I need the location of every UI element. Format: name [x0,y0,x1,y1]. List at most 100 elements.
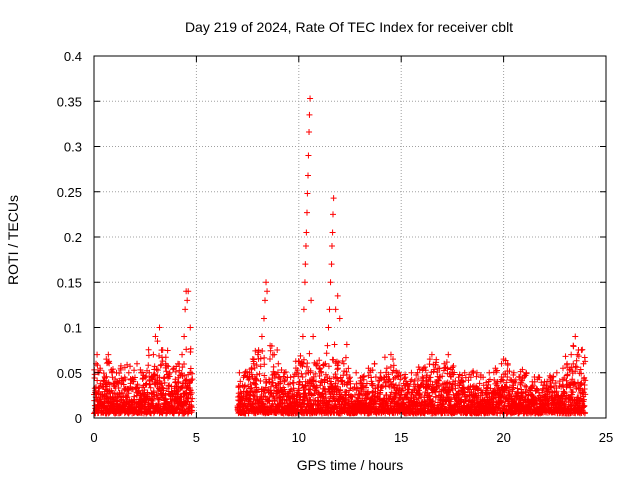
data-point [570,389,577,396]
data-point [424,390,431,397]
data-point [446,380,453,387]
data-point [188,377,195,384]
y-tick-label: 0.1 [64,321,82,336]
data-point [115,384,122,391]
data-point [310,374,317,381]
data-point [164,347,171,354]
data-point [462,374,469,381]
data-point [100,370,107,377]
data-point [509,378,516,385]
data-point [452,385,459,392]
data-point [97,367,104,374]
data-point [582,358,589,365]
data-point [512,379,519,386]
data-point [136,387,143,394]
data-point [369,367,376,374]
data-point [502,357,509,364]
data-point [431,366,438,373]
data-point [335,365,342,372]
data-point [323,350,330,357]
data-point [181,360,188,367]
data-point [433,356,440,363]
data-point [106,381,113,388]
data-point [538,379,545,386]
data-point [397,372,404,379]
data-point [151,371,158,378]
data-point [357,377,364,384]
data-point [175,378,182,385]
data-point [257,355,264,362]
data-point [324,342,331,349]
data-point [559,365,566,372]
data-point [241,382,248,389]
y-axis-label: ROTI / TECUs [5,195,21,285]
data-point [343,341,350,348]
data-point [563,377,570,384]
x-tick-label: 25 [599,430,613,445]
data-point [302,243,309,250]
data-point [421,364,428,371]
data-point [487,385,494,392]
data-point [145,352,152,359]
data-point [159,358,166,365]
data-point [312,370,319,377]
data-point [159,391,166,398]
data-point [131,374,138,381]
data-point [445,351,452,358]
data-point [105,399,112,406]
data-point [295,373,302,380]
x-tick-label: 5 [193,430,200,445]
data-point [340,360,347,367]
data-point [156,352,163,359]
data-point [281,369,288,376]
x-tick-label: 10 [292,430,306,445]
data-point [119,390,126,397]
data-point [394,369,401,376]
data-point [110,393,117,400]
data-point [435,377,442,384]
data-point [408,369,415,376]
data-point [332,306,339,313]
data-point [133,392,140,399]
data-point [275,360,282,367]
data-point [447,387,454,394]
data-point [183,346,190,353]
data-point [436,374,443,381]
data-point [262,297,269,304]
data-point [163,368,170,375]
data-point [571,380,578,387]
data-point [509,388,516,395]
data-point [461,369,468,376]
data-point [297,352,304,359]
x-axis-label: GPS time / hours [297,457,404,473]
data-point [305,172,312,179]
data-point [125,369,132,376]
data-point [181,333,188,340]
data-point [117,362,124,369]
data-point [342,392,349,399]
data-point [266,394,273,401]
data-point [157,362,164,369]
data-point [529,382,536,389]
data-point [550,373,557,380]
data-point [342,354,349,361]
data-point [259,347,266,354]
data-point [378,384,385,391]
data-point [477,374,484,381]
data-point [573,357,580,364]
data-point [253,371,260,378]
data-point [304,190,311,197]
data-point [330,195,337,202]
data-point [456,371,463,378]
data-point [363,380,370,387]
data-point [183,376,190,383]
data-point [189,370,196,377]
data-point [267,347,274,354]
data-point [306,350,313,357]
grid [94,56,606,418]
data-point [241,372,248,379]
data-point [320,361,327,368]
data-point [101,374,108,381]
data-point [109,366,116,373]
data-point [315,402,322,409]
